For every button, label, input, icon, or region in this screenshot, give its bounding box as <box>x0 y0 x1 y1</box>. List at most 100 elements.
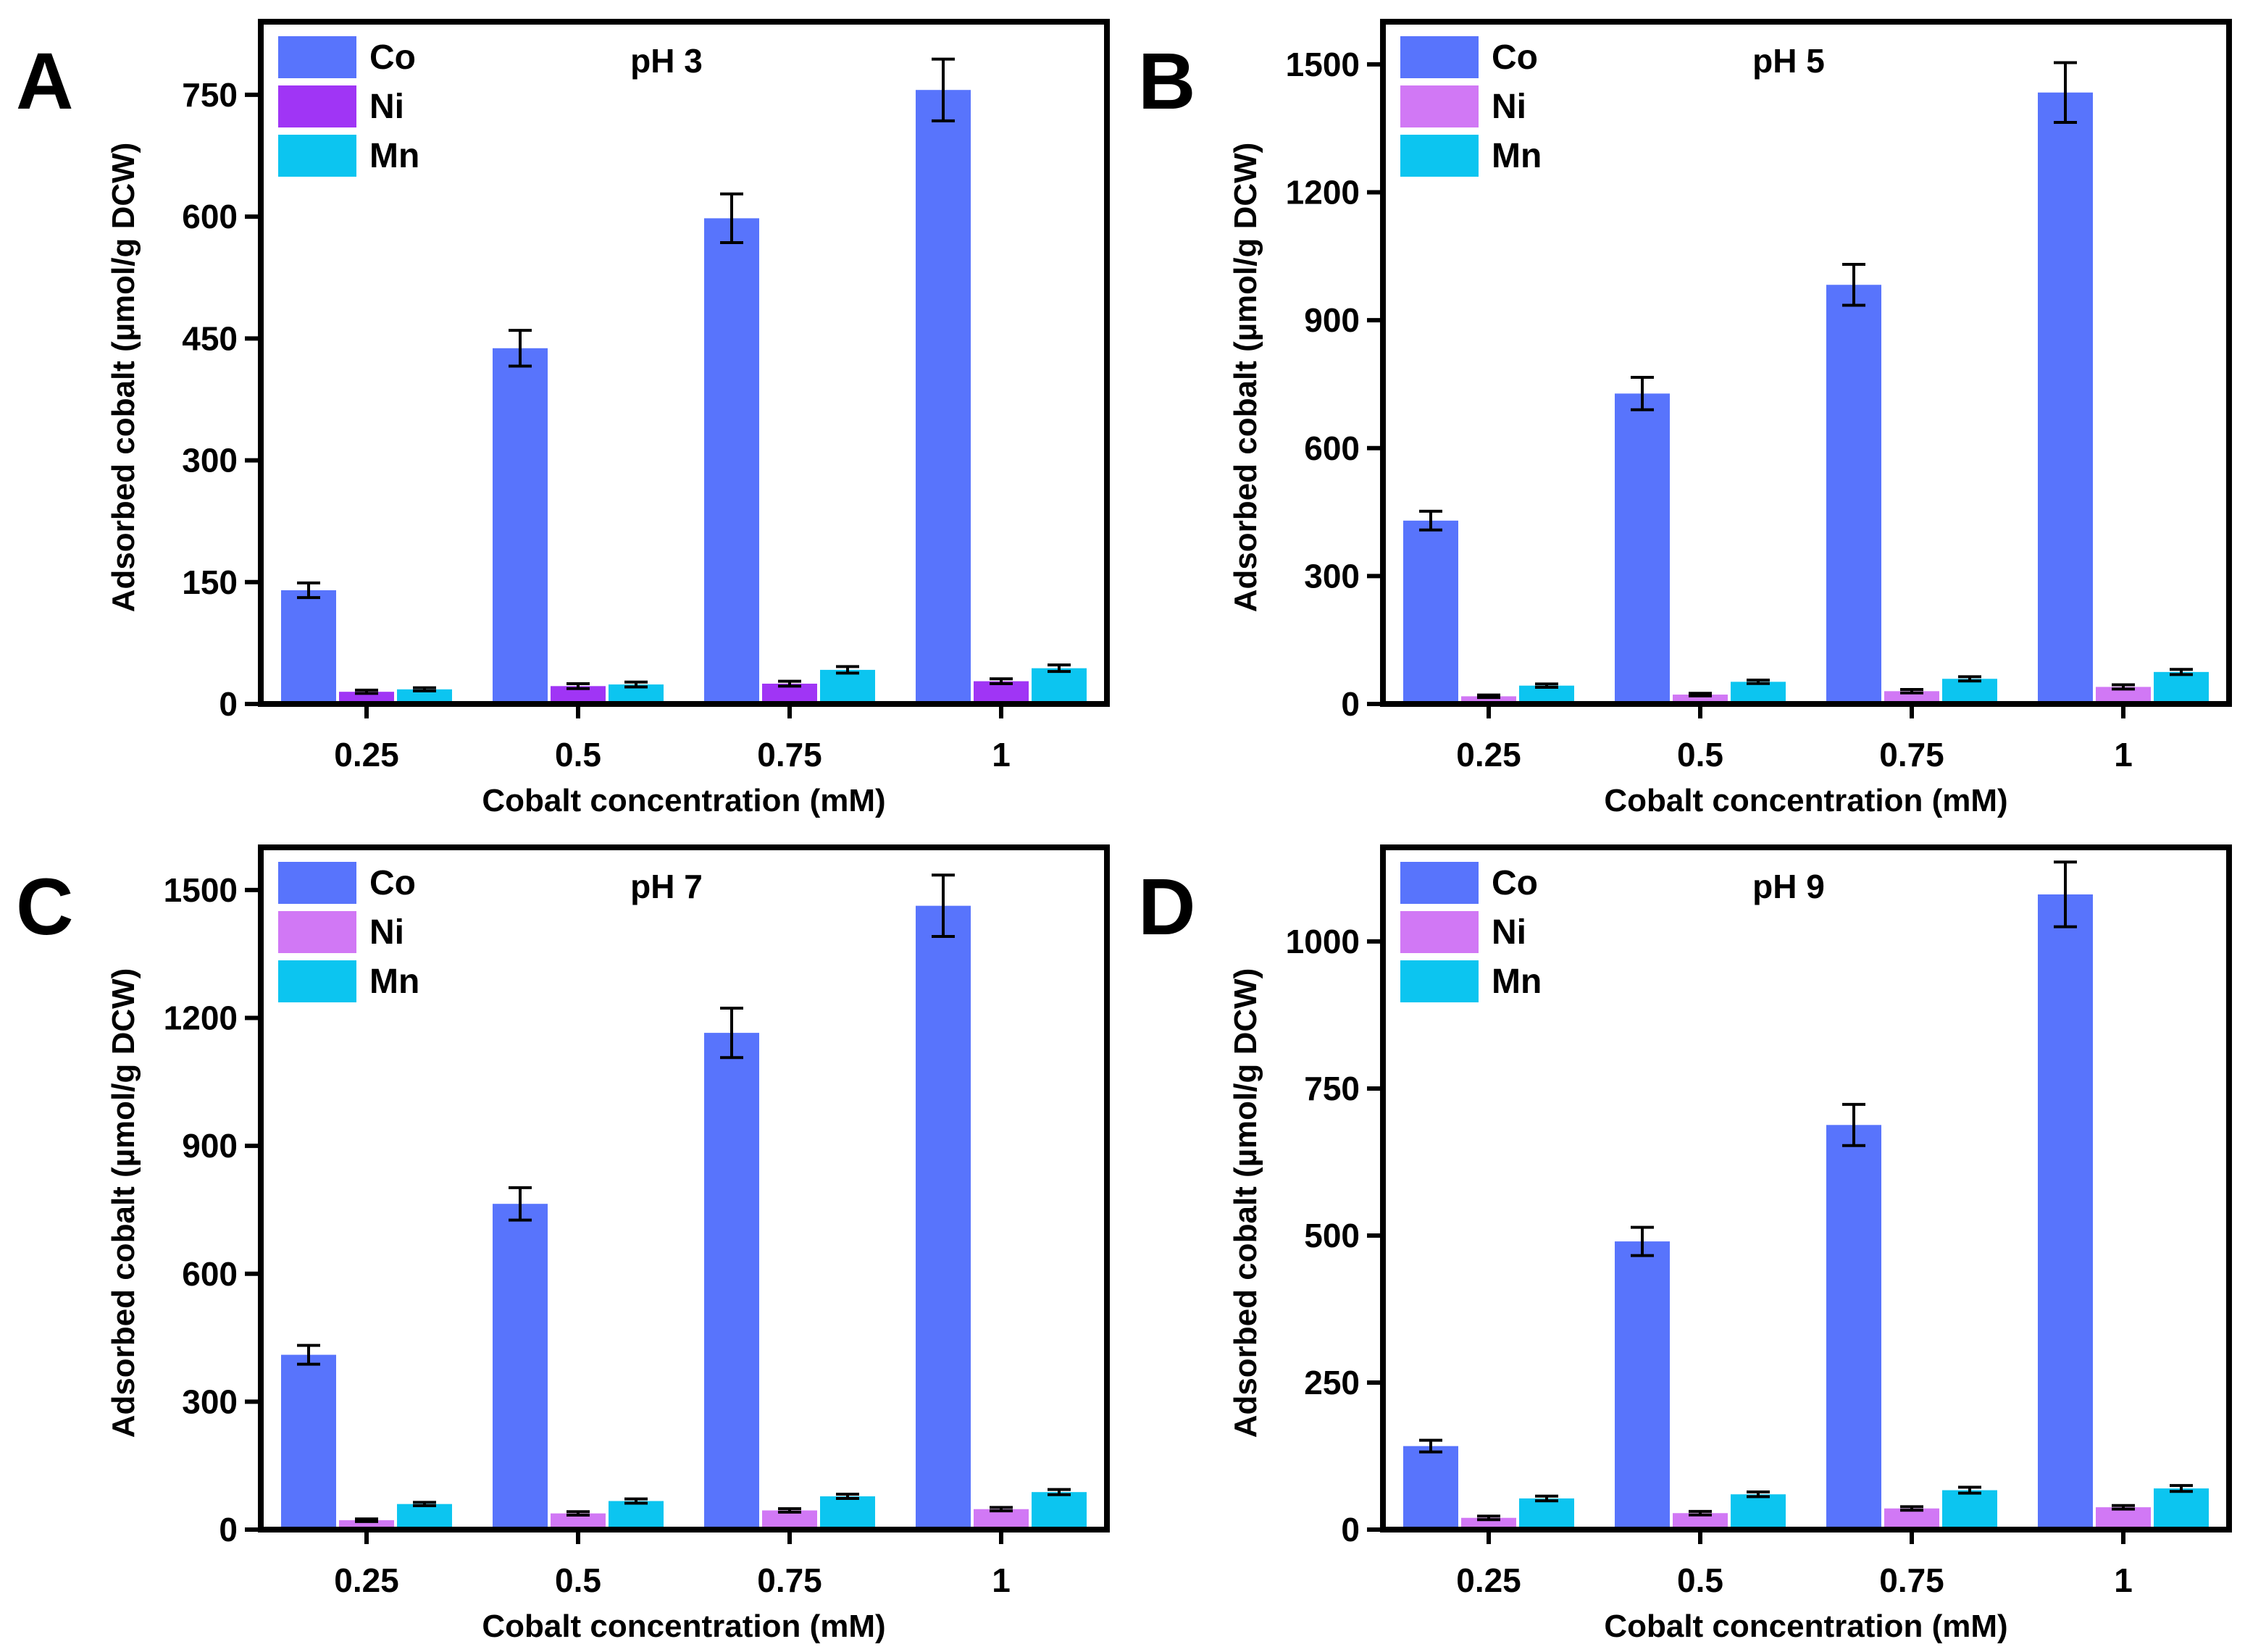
bar-mn <box>2154 1488 2209 1530</box>
y-tick-label: 450 <box>182 319 238 357</box>
chart-title: pH 3 <box>630 42 703 80</box>
legend-swatch-mn <box>278 960 356 1002</box>
panel-letter-d: D <box>1138 863 1196 952</box>
plot-frame <box>258 19 1110 707</box>
x-tick-label: 0.5 <box>1677 1561 1723 1599</box>
legend-label-co: Co <box>369 38 416 77</box>
bar-co <box>1826 285 1881 704</box>
x-tick-label: 0.75 <box>757 736 822 773</box>
plot-frame <box>1380 844 2232 1532</box>
bar-ni <box>1884 691 1939 704</box>
bar-co <box>704 218 759 704</box>
y-tick-label: 500 <box>1304 1217 1360 1254</box>
legend-swatch-ni <box>1400 85 1479 127</box>
x-tick-label: 0.25 <box>334 736 399 773</box>
legend-swatch-co <box>278 862 356 904</box>
y-tick-label: 0 <box>1341 685 1360 723</box>
legend-swatch-co <box>1400 36 1479 78</box>
y-tick-label: 0 <box>1341 1511 1360 1548</box>
bar-mn <box>397 689 452 704</box>
panel-letter-c: C <box>16 863 74 952</box>
panel-a: A 0 150 300 450 600 750 Adsorbed cobalt (µmol/… <box>0 0 1122 826</box>
y-tick-label: 250 <box>1304 1364 1360 1401</box>
bar-co <box>1615 1241 1670 1530</box>
x-tick-label: 0.25 <box>1456 1561 1521 1599</box>
bar-mn <box>820 669 875 704</box>
bar-ni <box>339 692 394 704</box>
bar-mn <box>1942 1490 1997 1530</box>
legend-label-mn: Mn <box>1492 963 1542 1001</box>
y-tick-label: 600 <box>182 1255 238 1293</box>
y-tick-label: 1200 <box>1286 174 1360 211</box>
bar-mn <box>1942 679 1997 704</box>
bar-ni <box>1461 1517 1516 1530</box>
bar-mn <box>1032 668 1087 704</box>
y-axis-label: Adsorbed cobalt (µmol/g DCW) <box>106 968 141 1438</box>
bar-co <box>1615 393 1670 704</box>
x-axis-label: Cobalt concentration (mM) <box>482 1609 885 1644</box>
legend-label-co: Co <box>1492 38 1538 77</box>
bar-co <box>1403 1446 1458 1530</box>
legend-label-ni: Ni <box>1492 88 1526 126</box>
y-axis-label: Adsorbed cobalt (µmol/g DCW) <box>1228 143 1263 613</box>
y-tick-label: 900 <box>1304 301 1360 339</box>
y-tick-label: 0 <box>219 1511 238 1548</box>
y-tick-label: 0 <box>219 685 238 723</box>
bar-mn <box>397 1504 452 1530</box>
plot-frame <box>258 844 1110 1532</box>
bar-ni <box>1461 696 1516 704</box>
x-axis-label: Cobalt concentration (mM) <box>1604 783 2007 818</box>
legend-label-ni: Ni <box>369 913 404 952</box>
legend-label-ni: Ni <box>369 88 404 126</box>
bar-co <box>704 1033 759 1530</box>
y-tick-label: 900 <box>182 1127 238 1165</box>
bar-ni <box>1673 1513 1728 1530</box>
chart-title: pH 5 <box>1752 42 1825 80</box>
chart-b: 0 300 600 900 1200 1500 Adsorbed cobalt (µmol/… <box>1228 19 2232 818</box>
y-axis-label: Adsorbed cobalt (µmol/g DCW) <box>106 143 141 613</box>
panel-letter-a: A <box>16 37 74 126</box>
bar-ni <box>974 1509 1029 1530</box>
x-axis-label: Cobalt concentration (mM) <box>1604 1609 2007 1644</box>
x-tick-label: 0.5 <box>1677 736 1723 773</box>
panel-d: D 0 250 500 750 1000 Adsorbed cobalt (µmol/g … <box>1122 826 2245 1652</box>
y-tick-label: 600 <box>1304 429 1360 467</box>
y-axis-label: Adsorbed cobalt (µmol/g DCW) <box>1228 968 1263 1438</box>
bar-mn <box>820 1496 875 1530</box>
bar-mn <box>609 1501 664 1530</box>
legend-label-mn: Mn <box>369 137 419 175</box>
x-tick-label: 0.5 <box>555 1561 601 1599</box>
chart-title: pH 9 <box>1752 868 1825 905</box>
panel-b: B 0 300 600 900 1200 1500 Adsorbed cobalt (µmo… <box>1122 0 2245 826</box>
legend-label-co: Co <box>1492 864 1538 902</box>
plot-frame <box>1380 19 2232 707</box>
legend-swatch-ni <box>278 85 356 127</box>
panel-letter-b: B <box>1138 37 1196 126</box>
y-tick-label: 300 <box>1304 557 1360 595</box>
legend-swatch-co <box>1400 862 1479 904</box>
legend-swatch-ni <box>1400 911 1479 953</box>
bar-ni <box>762 1510 817 1530</box>
legend-swatch-mn <box>1400 135 1479 177</box>
bar-co <box>2038 92 2093 705</box>
y-tick-label: 1500 <box>1286 46 1360 83</box>
legend-label-mn: Mn <box>369 963 419 1001</box>
y-tick-label: 300 <box>182 1383 238 1420</box>
chart-c: 0 300 600 900 1200 1500 Adsorbed cobalt (µmol/… <box>106 844 1110 1644</box>
x-tick-label: 0.75 <box>1879 1561 1944 1599</box>
y-tick-label: 750 <box>182 76 238 114</box>
bar-ni <box>1884 1508 1939 1530</box>
bar-co <box>493 1204 548 1530</box>
bar-co <box>1826 1125 1881 1530</box>
x-tick-label: 0.75 <box>1879 736 1944 773</box>
x-tick-label: 0.25 <box>334 1561 399 1599</box>
y-tick-label: 150 <box>182 563 238 601</box>
legend-label-co: Co <box>369 864 416 902</box>
x-tick-label: 0.75 <box>757 1561 822 1599</box>
bar-co <box>916 905 971 1530</box>
bar-mn <box>1731 682 1786 704</box>
panel-c: C 0 300 600 900 1200 1500 Adsorbed cobalt (µmo… <box>0 826 1122 1652</box>
x-tick-label: 0.25 <box>1456 736 1521 773</box>
bar-ni <box>2096 1507 2151 1530</box>
bar-co <box>1403 520 1458 704</box>
